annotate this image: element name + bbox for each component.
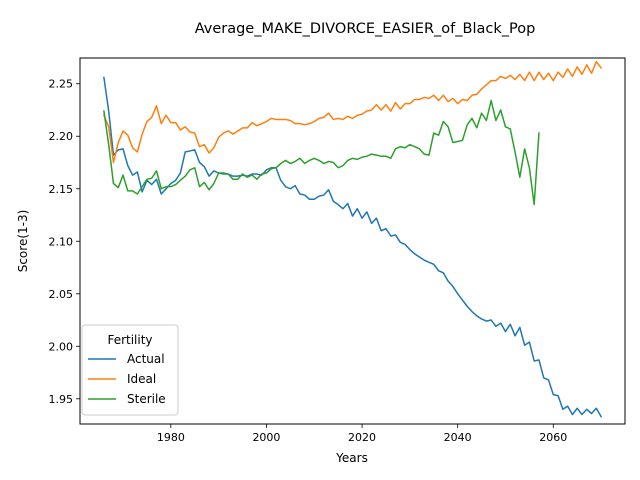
- legend-label-ideal: Ideal: [127, 372, 156, 386]
- legend-title: Fertility: [107, 333, 152, 347]
- series-line-actual: [103, 76, 603, 418]
- x-tick-label: 1980: [157, 431, 185, 444]
- chart-title: Average_MAKE_DIVORCE_EASIER_of_Black_Pop: [195, 21, 536, 37]
- series-layer: [102, 60, 603, 418]
- legend: Fertility Actual Ideal Sterile: [81, 324, 179, 416]
- x-tick-label: 2040: [444, 431, 472, 444]
- y-axis: 1.95 2.00 2.05 2.10 2.15 2.20 2.25: [49, 78, 80, 406]
- y-tick-label: 2.15: [49, 183, 74, 196]
- legend-label-actual: Actual: [127, 352, 165, 366]
- y-tick-label: 2.25: [49, 78, 74, 91]
- series-line-sterile: [103, 99, 540, 206]
- x-axis: 1980 2000 2020 2040 2060: [157, 424, 567, 444]
- legend-entries: Actual Ideal Sterile: [88, 352, 166, 406]
- y-axis-label: Score(1-3): [16, 210, 30, 273]
- x-tick-label: 2060: [539, 431, 567, 444]
- x-tick-label: 2000: [252, 431, 280, 444]
- y-tick-label: 2.10: [49, 235, 74, 248]
- legend-box: [81, 324, 179, 416]
- x-tick-label: 2020: [348, 431, 376, 444]
- y-tick-label: 2.00: [49, 340, 74, 353]
- series-line-ideal: [102, 60, 603, 164]
- y-tick-label: 2.05: [49, 288, 74, 301]
- y-tick-label: 1.95: [49, 393, 74, 406]
- x-axis-label: Years: [335, 451, 368, 465]
- y-tick-label: 2.20: [49, 130, 74, 143]
- legend-label-sterile: Sterile: [127, 392, 166, 406]
